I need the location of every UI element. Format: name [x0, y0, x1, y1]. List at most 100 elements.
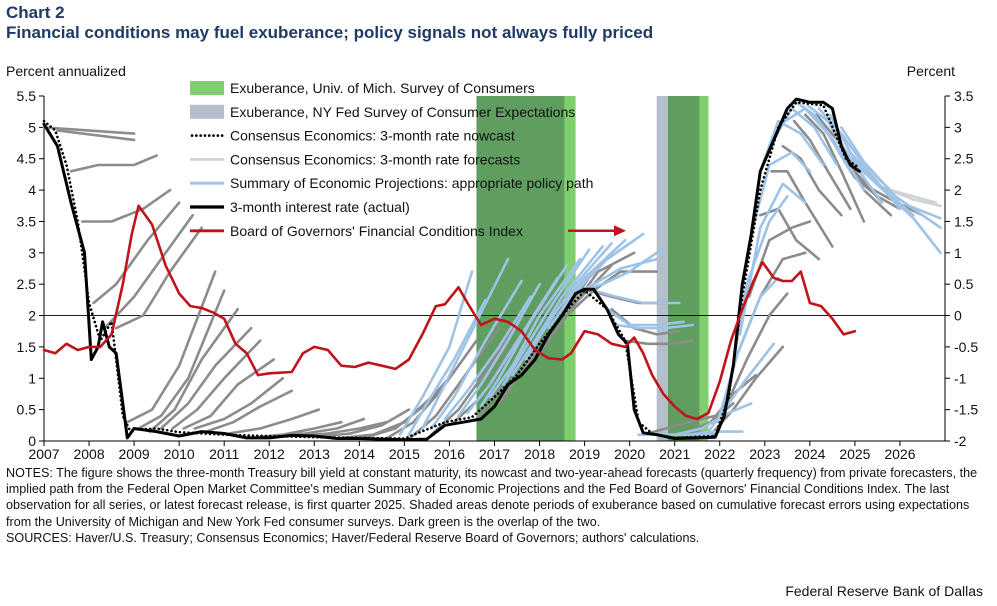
right-tick-label: 3.5 [954, 88, 974, 104]
forecast-line [42, 126, 136, 135]
sep-path-line [795, 101, 866, 192]
x-tick-label: 2023 [749, 446, 780, 460]
forecast-line [804, 113, 866, 223]
forecast-line [792, 119, 852, 211]
left-tick-label: 1.5 [17, 339, 37, 355]
sep-path-line [783, 107, 852, 173]
sep-path-line [407, 298, 487, 436]
footer-credit: Federal Reserve Bank of Dallas [785, 583, 983, 599]
sep-path-line [533, 239, 627, 346]
x-tick-label: 2016 [434, 446, 465, 460]
right-axis-title: Percent [906, 63, 955, 79]
sep-path-line [738, 182, 807, 336]
sources-text: SOURCES: Haver/U.S. Treasury; Consensus … [6, 530, 700, 545]
left-axis-title: Percent annualized [6, 63, 126, 79]
forecast-line [126, 270, 217, 424]
left-tick-label: 5.5 [17, 88, 37, 104]
sep-path-line [761, 119, 825, 167]
forecast-line [92, 201, 181, 305]
legend-swatch-umich [190, 81, 224, 95]
forecast-line [610, 308, 681, 336]
right-tick-label: -0.5 [954, 339, 978, 355]
legend-label-nyfed: Exuberance, NY Fed Survey of Consumer Ex… [230, 104, 575, 120]
sep-path-line [605, 308, 685, 327]
chart-area: 0 0.5 1 1.5 2 2.5 3 3.5 4 4.5 5 5.5 -2 -1.5 -1 -0.5 0 0.5… [17, 80, 979, 460]
forecast-line [641, 414, 717, 436]
forecast-line [114, 226, 203, 330]
forecast-line [770, 170, 834, 248]
forecast-line [204, 389, 294, 433]
x-tick-label: 2019 [569, 446, 600, 460]
fci-arrow-head [614, 225, 626, 237]
notes-text: NOTES: The figure shows the three-month … [6, 466, 978, 529]
notes-block: NOTES: The figure shows the three-month … [6, 465, 991, 546]
right-tick-label: 2 [954, 182, 962, 198]
actual-series-line [42, 97, 861, 442]
sep-path-line [430, 279, 523, 430]
sep-path-line [488, 257, 582, 399]
forecast-line-light [826, 132, 938, 204]
x-tick-label: 2009 [119, 446, 150, 460]
sep-path-line [479, 264, 568, 408]
right-tick-label: 0 [954, 308, 962, 324]
shaded-nyfed [656, 96, 668, 441]
sep-path-line [556, 232, 645, 317]
x-tick-label: 2008 [73, 446, 104, 460]
x-tick-label: 2021 [659, 446, 690, 460]
x-tick-label: 2024 [794, 446, 825, 460]
forecast-line [159, 326, 253, 430]
x-tick-label: 2025 [839, 446, 870, 460]
sep-path-line [502, 248, 591, 386]
right-tick-label: -2 [954, 433, 967, 449]
right-tick-label: 3 [954, 119, 962, 135]
sep-path-line [578, 245, 667, 292]
left-tick-label: 2.5 [17, 276, 37, 292]
forecast-line [171, 339, 262, 430]
x-tick-label: 2017 [479, 446, 510, 460]
left-tick-label: 3.5 [17, 213, 37, 229]
x-tick-label: 2013 [299, 446, 330, 460]
x-tick-label: 2022 [704, 446, 735, 460]
forecast-line [81, 188, 172, 223]
sep-path-line [858, 166, 942, 255]
x-tick-label: 2014 [344, 446, 375, 460]
sep-path-line [828, 113, 915, 217]
sep-path-line [727, 195, 789, 393]
forecast-line [56, 129, 136, 142]
shaded-overlap [476, 96, 565, 441]
sep-path-line [704, 342, 776, 436]
forecast-line [385, 339, 478, 440]
right-tick-label: 1 [954, 245, 962, 261]
nowcast-series-line [42, 101, 861, 440]
forecast-line [227, 408, 321, 435]
forecast-line [317, 408, 411, 438]
sep-path-line [614, 323, 694, 330]
legend-swatch-nyfed [190, 104, 224, 119]
x-tick-label: 2015 [389, 446, 420, 460]
left-tick-label: 4 [28, 182, 36, 198]
left-tick-label: 1 [28, 370, 36, 386]
sep-path-line [511, 245, 604, 377]
legend-label-forecast_light: Consensus Economics: 3-month rate foreca… [230, 151, 520, 167]
legend-label-fci: Board of Governors' Financial Conditions… [230, 223, 523, 239]
right-tick-label: 0.5 [954, 276, 974, 292]
shaded-overlap [667, 96, 700, 441]
sep-path-line [421, 257, 510, 430]
x-tick-label: 2011 [209, 446, 239, 460]
right-tick-label: -1 [954, 370, 967, 386]
right-tick-label: 2.5 [954, 151, 974, 167]
left-tick-label: 0.5 [17, 402, 37, 418]
forecast-line [849, 170, 924, 217]
sep-path-line [840, 126, 942, 229]
sep-path-line [772, 107, 839, 167]
x-tick-label: 2026 [884, 446, 915, 460]
left-tick-label: 2 [28, 308, 36, 324]
sep-path-line [592, 289, 681, 305]
left-tick-label: 3 [28, 245, 36, 261]
sep-path-line [457, 282, 541, 418]
sep-path-line [851, 157, 942, 220]
sep-path-line [716, 276, 780, 424]
fci-series-line [42, 204, 857, 421]
forecast-line [430, 314, 523, 436]
forecast-line [69, 154, 158, 173]
